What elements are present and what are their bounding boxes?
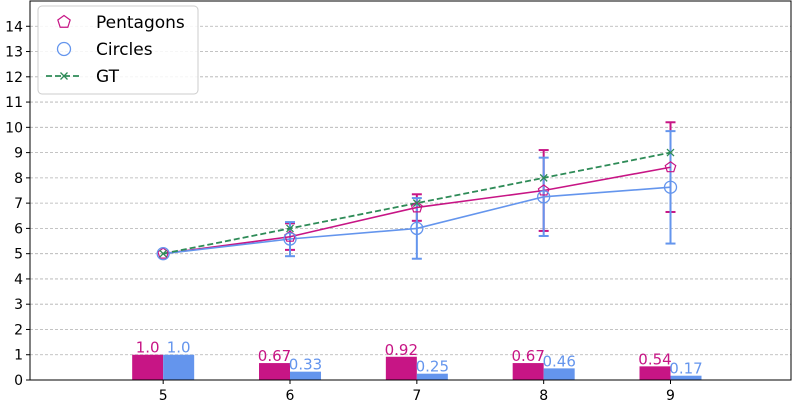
bar-label: 0.67 [258, 347, 291, 365]
bar [132, 354, 164, 380]
y-tick-label: 4 [14, 272, 23, 288]
series-line [163, 186, 671, 255]
bar-label: 0.46 [542, 352, 575, 370]
circle-marker [283, 232, 297, 246]
y-tick-label: 5 [14, 247, 23, 263]
bar-label: 0.54 [638, 350, 671, 368]
x-tick-label: 5 [159, 388, 168, 404]
bar [385, 356, 417, 380]
y-tick-label: 9 [14, 146, 23, 162]
x-tick-label: 8 [539, 388, 548, 404]
x-marker [159, 249, 168, 258]
bar [639, 366, 671, 380]
bar-label: 0.17 [669, 360, 702, 378]
circle-marker [663, 180, 678, 194]
bar [543, 368, 575, 380]
x-tick-label: 6 [286, 388, 295, 404]
legend-box [37, 5, 199, 95]
bar [670, 375, 702, 380]
legend: Pentagons Circles GT [37, 5, 199, 95]
pentagon-marker [157, 247, 170, 259]
legend-label: GT [96, 67, 120, 87]
y-tick-label: 10 [5, 120, 23, 136]
bar-label: 1.0 [136, 339, 160, 357]
y-tick-label: 7 [14, 196, 23, 212]
circle-marker [156, 247, 170, 261]
series-line [163, 166, 671, 255]
bar [290, 371, 322, 380]
y-tick-label: 13 [5, 45, 23, 61]
legend-label: Pentagons [96, 13, 185, 33]
y-tick-label: 14 [5, 19, 23, 35]
y-tick-label: 2 [14, 322, 23, 338]
bar-labels: 1.0 0.67 0.92 0.67 0.54 1.0 0.33 0.25 0.46 0.17 [136, 339, 703, 378]
x-icon [60, 72, 68, 80]
bar-label: 0.67 [511, 347, 544, 365]
pentagon-icon [57, 14, 71, 28]
plot-frame [29, 0, 792, 381]
bar [259, 363, 291, 380]
y-tick-label: 0 [14, 373, 23, 389]
legend-entry: Pentagons [57, 13, 185, 33]
pentagon-marker [410, 201, 423, 213]
series-lines [162, 151, 671, 255]
y-tick-label: 3 [14, 297, 23, 313]
legend-label: Circles [96, 40, 153, 60]
x-marker [539, 173, 548, 182]
x-tick-label: 9 [666, 388, 675, 404]
x-marker [412, 199, 421, 208]
x-marker [286, 224, 294, 233]
bar-label: 1.0 [167, 339, 191, 357]
series-markers [156, 148, 678, 261]
series-line [162, 151, 671, 255]
y-tick-label: 1 [14, 348, 23, 364]
bar [416, 373, 448, 380]
bar-label: 0.33 [289, 356, 322, 374]
grid-lines [30, 25, 791, 356]
x-marker [666, 148, 675, 157]
circle-marker [410, 221, 424, 236]
bar [163, 354, 195, 380]
bar [512, 363, 544, 380]
bar-label: 0.92 [385, 341, 418, 359]
y-tick-label: 8 [14, 171, 23, 187]
bar-label: 0.25 [416, 358, 449, 376]
x-tick-label: 7 [412, 388, 421, 404]
legend-entry: Circles [56, 40, 153, 60]
pentagon-marker [537, 184, 550, 196]
y-tick-label: 11 [5, 95, 23, 111]
y-tick-label: 12 [5, 70, 23, 86]
bars [132, 354, 702, 380]
legend-entry: GT [46, 67, 120, 87]
y-tick-label: 6 [14, 221, 23, 237]
circle-marker [537, 190, 551, 204]
pentagon-marker [664, 161, 677, 173]
circle-icon [56, 41, 72, 57]
